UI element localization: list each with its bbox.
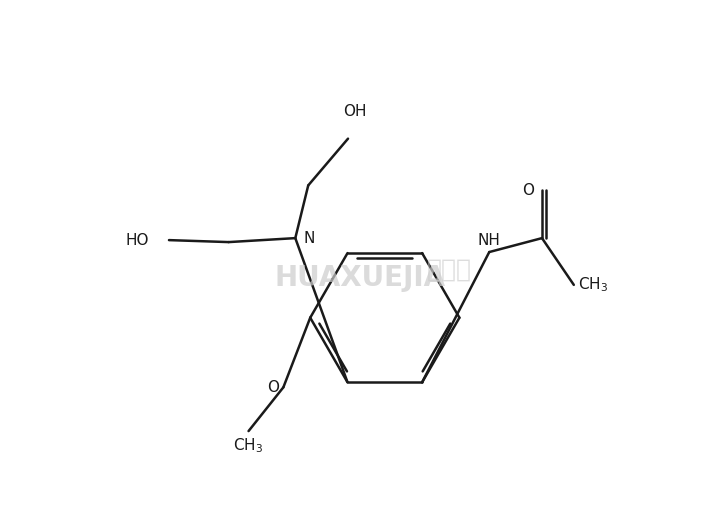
Text: N: N: [303, 230, 315, 245]
Text: CH$_3$: CH$_3$: [578, 276, 608, 294]
Text: HO: HO: [126, 232, 149, 248]
Text: NH: NH: [478, 233, 501, 248]
Text: O: O: [522, 183, 534, 198]
Text: HUAXUEJIA: HUAXUEJIA: [274, 264, 446, 292]
Text: CH$_3$: CH$_3$: [233, 436, 264, 455]
Text: O: O: [267, 380, 279, 395]
Text: 化学加: 化学加: [427, 258, 472, 282]
Text: OH: OH: [343, 104, 367, 119]
